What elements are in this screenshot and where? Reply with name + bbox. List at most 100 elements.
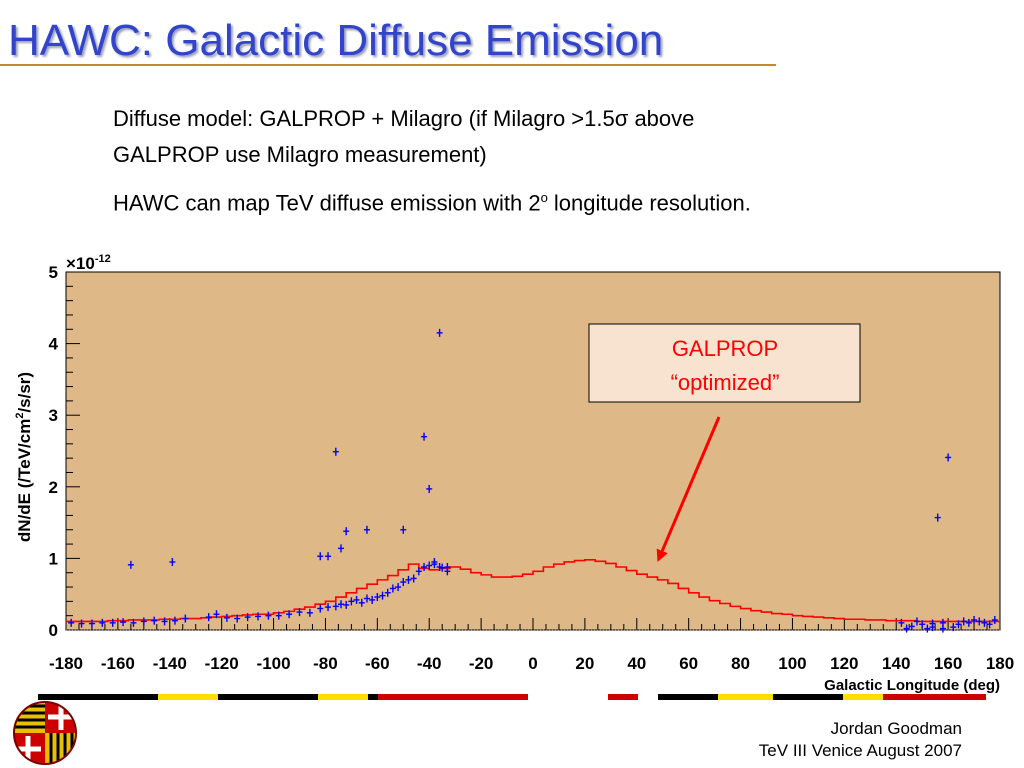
data-point (426, 561, 433, 570)
galprop-model (66, 559, 1000, 623)
data-point (332, 447, 339, 456)
x-tick-label: 120 (830, 654, 858, 673)
y-axis-label-b: /s/sr) (15, 372, 34, 413)
data-point (903, 624, 910, 633)
data-point (934, 513, 941, 522)
data-point (421, 432, 428, 441)
data-point (182, 614, 189, 623)
x-tick-label: 140 (882, 654, 910, 673)
chart: -180 -160 -140 -120 -100 -80 -60 -40 -20 0 20 40 60 8… (14, 253, 1014, 694)
y-tick-label: 5 (49, 263, 58, 282)
x-tick-label: -100 (257, 654, 291, 673)
data-point (254, 612, 261, 621)
data-point (325, 552, 332, 561)
data-point (421, 562, 428, 571)
data-point (929, 619, 936, 628)
data-point (169, 557, 176, 566)
y-exponent-label: ×10-12 (66, 253, 111, 273)
x-tick-label: 0 (528, 654, 537, 673)
data-point (353, 595, 360, 604)
x-tick-label: -40 (417, 654, 442, 673)
data-point (444, 562, 451, 571)
data-point (358, 598, 365, 607)
data-point (213, 610, 220, 619)
y-axis-label-a: dN/dE (/TeV/cm (15, 419, 34, 542)
y-axis-label-sup: 2 (14, 413, 26, 419)
data-point (363, 594, 370, 603)
data-point (325, 603, 332, 612)
x-tick-label: 40 (627, 654, 646, 673)
data-point (161, 617, 168, 626)
data-point (140, 617, 147, 626)
x-tick-label: 80 (731, 654, 750, 673)
y-axis-label: dN/dE (/TeV/cm2/s/sr) (14, 372, 34, 542)
stripe-segment (773, 694, 843, 700)
data-point (991, 615, 998, 624)
x-tick-label: 180 (986, 654, 1014, 673)
data-point (410, 574, 417, 583)
stripe-segment (378, 694, 528, 700)
y-exponent-base: ×10 (66, 254, 95, 273)
data-point (109, 618, 116, 627)
footer-event: TeV III Venice August 2007 (758, 741, 962, 760)
data-point (960, 617, 967, 626)
data-point (244, 613, 251, 622)
stripe-segment (638, 694, 658, 700)
data-point (405, 575, 412, 584)
data-point (986, 620, 993, 629)
y-tick-label: 2 (49, 478, 58, 497)
y-tick-label: 3 (49, 406, 58, 425)
data-point (389, 584, 396, 593)
annotation-arrowhead (656, 548, 668, 562)
data-point (223, 613, 230, 622)
data-point (234, 614, 241, 623)
milagro-points (68, 328, 998, 633)
data-point (127, 560, 134, 569)
stripe-segment (368, 694, 378, 700)
data-point (332, 602, 339, 611)
x-tick-label: -120 (205, 654, 239, 673)
data-point (981, 618, 988, 627)
degree-sup: o (540, 190, 548, 205)
y-exponent-sup: -12 (95, 253, 111, 265)
x-tick-labels: -180 -160 -140 -120 -100 -80 -60 -40 -20 0 20 40 60 8… (49, 654, 1014, 673)
data-point (99, 618, 106, 627)
data-point (384, 588, 391, 597)
x-tick-label: -20 (469, 654, 494, 673)
data-point (913, 617, 920, 626)
data-point (431, 557, 438, 566)
stripe-segment (608, 694, 638, 700)
annotation-arrow (660, 416, 721, 552)
body-text-1-end: above (628, 106, 695, 131)
x-tick-label: -140 (153, 654, 187, 673)
stripe-segment (843, 694, 883, 700)
data-point (343, 600, 350, 609)
university-crest-icon (13, 701, 77, 765)
data-point (317, 552, 324, 561)
x-tick-label: -60 (365, 654, 390, 673)
annotation-line-2: “optimized” (671, 370, 780, 395)
stripe-segment (528, 694, 608, 700)
data-point (68, 618, 75, 627)
data-point (395, 583, 402, 592)
x-tick-label: 100 (778, 654, 806, 673)
stripe-segment (158, 694, 218, 700)
annotation-line-1: GALPROP (672, 336, 778, 361)
data-point (88, 619, 95, 628)
data-point (306, 608, 313, 617)
data-point (908, 622, 915, 631)
data-point (205, 613, 212, 622)
data-point (171, 616, 178, 625)
body-text-line-3: HAWC can map TeV diffuse emission with 2… (113, 190, 751, 216)
data-point (400, 578, 407, 587)
title-underline (0, 64, 776, 66)
sigma-symbol: σ (614, 106, 629, 131)
data-point (348, 597, 355, 606)
data-point (343, 527, 350, 536)
body-text-3a: HAWC can map TeV diffuse emission with 2 (113, 190, 541, 216)
data-point (950, 623, 957, 632)
x-tick-label: -160 (101, 654, 135, 673)
stripe-segment (718, 694, 773, 700)
data-point (939, 618, 946, 627)
stripe-segment (658, 694, 718, 700)
